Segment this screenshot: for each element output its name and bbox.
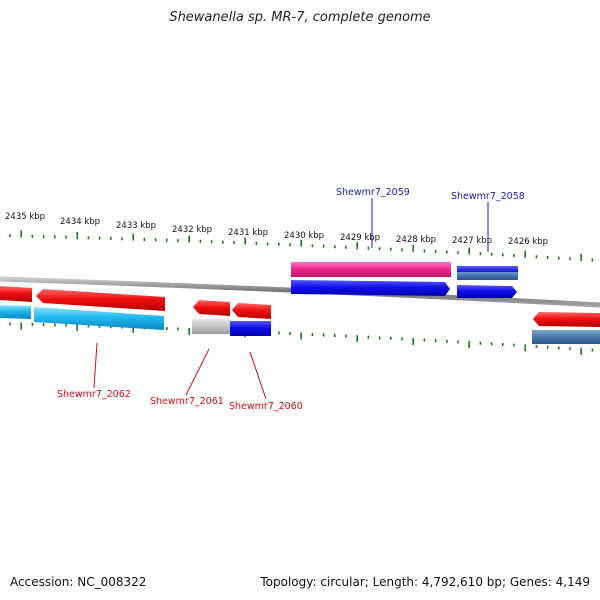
leader-Shewmr7_2061 <box>185 348 210 396</box>
leader-Shewmr7_2060 <box>249 351 267 400</box>
cds-Shewmr7_2061[interactable] <box>192 319 230 334</box>
cds-Shewmr7_2060[interactable] <box>230 321 271 336</box>
cds-Shewmr7_2058-overlay <box>457 272 518 280</box>
reverse-strand <box>0 286 600 344</box>
gene-Shewmr7_2059[interactable] <box>291 280 450 296</box>
tick-label-2431: 2431 kbp <box>228 228 268 238</box>
gene-labels: Shewmr7_2059 Shewmr7_2058 Shewmr7_2062 S… <box>57 187 525 412</box>
accession-text: Accession: NC_008322 <box>10 575 147 589</box>
tick-label-2433: 2433 kbp <box>116 221 156 231</box>
label-leaders <box>93 198 489 400</box>
gene-Shewmr7_2058[interactable] <box>457 285 517 298</box>
gene-right-partial[interactable] <box>533 312 600 327</box>
forward-strand <box>291 262 518 298</box>
tick-label-2432: 2432 kbp <box>172 225 212 235</box>
gene-left-partial[interactable] <box>0 286 32 302</box>
cds-Shewmr7_2062[interactable] <box>34 307 164 330</box>
ticks-outer <box>9 230 594 262</box>
leader-Shewmr7_2062 <box>93 342 98 389</box>
genome-summary-text: Topology: circular; Length: 4,792,610 bp… <box>260 575 590 589</box>
cds-Shewmr7_2059[interactable] <box>291 262 451 277</box>
ticks-inner <box>9 322 594 355</box>
cds-left-partial[interactable] <box>0 305 31 319</box>
label-Shewmr7_2058[interactable]: Shewmr7_2058 <box>451 191 525 202</box>
tick-label-2427: 2427 kbp <box>452 236 492 246</box>
gene-Shewmr7_2061[interactable] <box>193 300 230 316</box>
tick-label-2428: 2428 kbp <box>396 235 436 245</box>
tick-labels: 2435 kbp 2434 kbp 2433 kbp 2432 kbp 2431… <box>5 212 548 247</box>
gene-Shewmr7_2062[interactable] <box>36 289 165 311</box>
tick-label-2434: 2434 kbp <box>60 217 100 227</box>
tick-label-2429: 2429 kbp <box>340 233 380 243</box>
map-title: Shewanella sp. MR-7, complete genome <box>169 10 431 25</box>
tick-label-2430: 2430 kbp <box>284 231 324 241</box>
label-Shewmr7_2059[interactable]: Shewmr7_2059 <box>336 187 410 198</box>
tick-label-2426: 2426 kbp <box>508 237 548 247</box>
label-Shewmr7_2062[interactable]: Shewmr7_2062 <box>57 389 131 400</box>
label-Shewmr7_2060[interactable]: Shewmr7_2060 <box>229 401 303 412</box>
gene-Shewmr7_2060[interactable] <box>232 303 271 319</box>
label-Shewmr7_2061[interactable]: Shewmr7_2061 <box>150 396 224 407</box>
tick-label-2435: 2435 kbp <box>5 212 45 222</box>
cds-right-partial[interactable] <box>532 330 600 344</box>
